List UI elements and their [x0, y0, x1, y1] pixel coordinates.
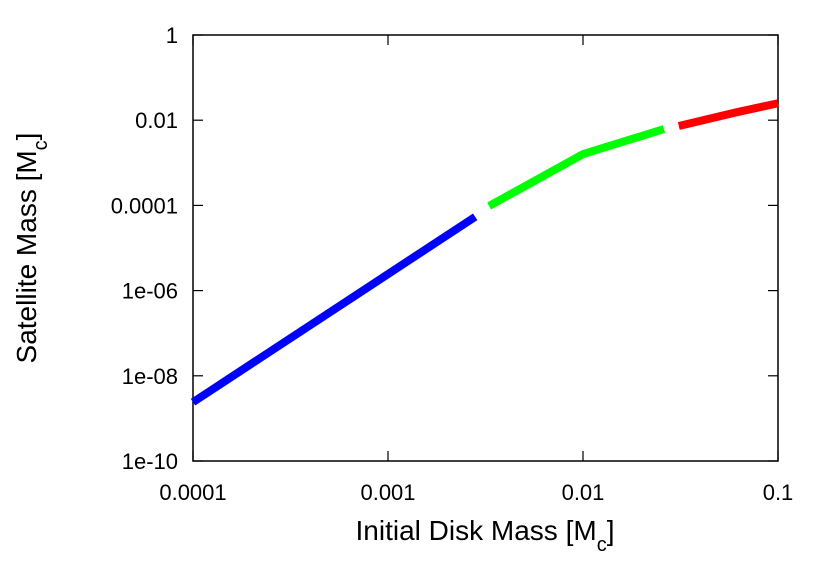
x-tick-label: 0.1	[763, 480, 794, 505]
x-tick-label: 0.001	[360, 480, 415, 505]
y-tick-label: 0.0001	[111, 193, 178, 218]
plot-frame	[192, 34, 779, 462]
x-axis-label: Initial Disk Mass [Mc]	[356, 515, 615, 556]
series-line	[190, 213, 478, 406]
series-line	[487, 125, 666, 210]
y-tick-label: 1e-08	[122, 364, 178, 389]
y-tick-label: 1e-06	[122, 279, 178, 304]
series-line	[677, 99, 779, 130]
y-tick-label: 1	[166, 23, 178, 48]
x-tick-label: 0.01	[562, 480, 605, 505]
y-axis-label: Satellite Mass [Mc]	[11, 133, 52, 364]
y-tick-label: 0.01	[135, 108, 178, 133]
x-tick-label: 0.0001	[159, 480, 226, 505]
y-tick-label: 1e-10	[122, 449, 178, 474]
